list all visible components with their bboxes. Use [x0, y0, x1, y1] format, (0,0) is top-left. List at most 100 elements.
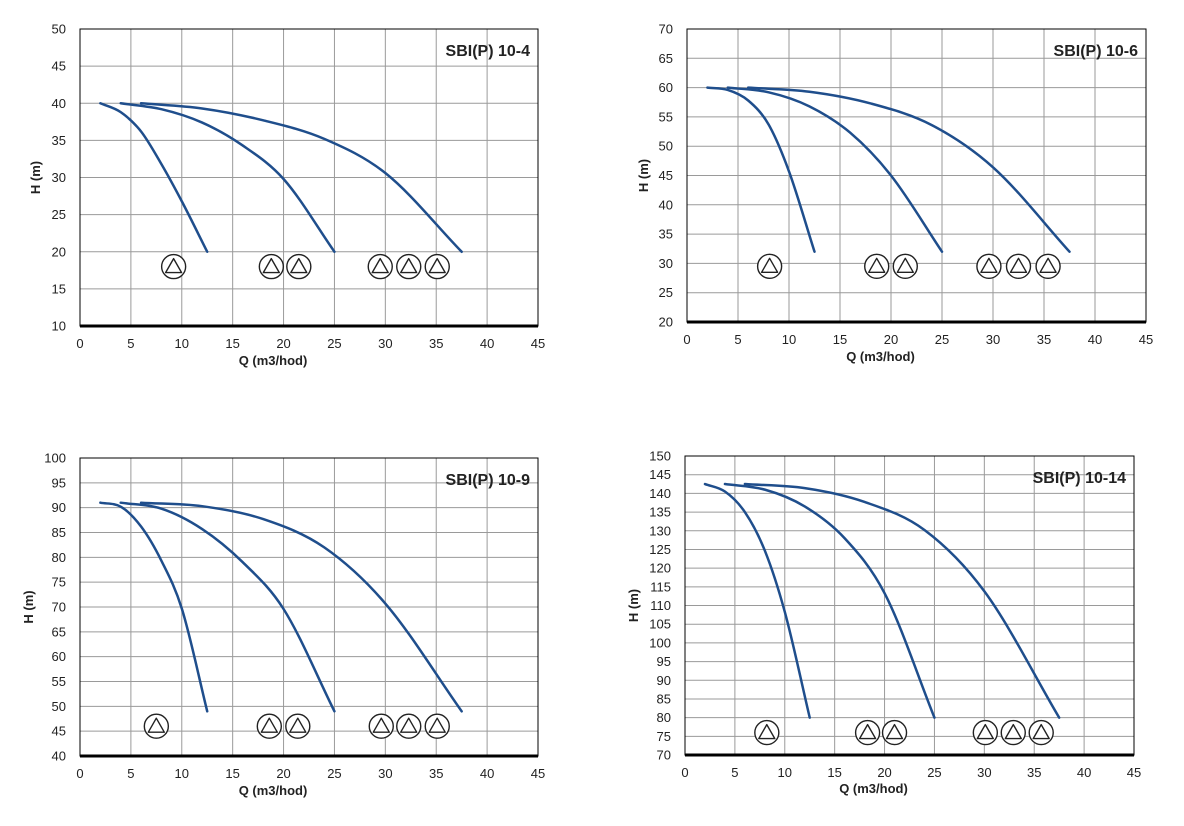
x-tick-label-45: 45	[1127, 765, 1141, 780]
curve-2-pumps	[723, 482, 936, 719]
pump-triangle-icon	[756, 253, 783, 280]
pump-triangle-icon	[972, 719, 999, 746]
y-tick-label-70: 70	[52, 600, 66, 615]
y-tick-label-75: 75	[52, 575, 66, 590]
y-tick-label-65: 65	[659, 51, 673, 66]
chart-title: SBI(P) 10-4	[446, 43, 531, 60]
pump-triangle-icon	[143, 713, 170, 739]
y-tick-label-40: 40	[52, 749, 66, 764]
curve-3-pumps	[139, 102, 463, 253]
pump-triangle	[858, 723, 877, 740]
pump-triangle-icon	[854, 719, 881, 746]
pump-triangle	[760, 257, 779, 273]
y-tick-label-85: 85	[52, 525, 66, 540]
x-tick-label-30: 30	[977, 765, 991, 780]
pump-triangle	[289, 717, 307, 733]
chart-title: SBI(P) 10-9	[446, 472, 531, 489]
pump-triangle-icon	[1000, 719, 1026, 746]
x-tick-label-35: 35	[1037, 332, 1051, 347]
x-tick-label-15: 15	[827, 765, 841, 780]
pump-triangle-icon	[881, 719, 908, 746]
y-tick-label-60: 60	[659, 80, 673, 95]
x-tick-label-15: 15	[833, 332, 847, 347]
x-tick-label-30: 30	[378, 336, 392, 351]
y-tick-label-25: 25	[659, 285, 673, 300]
y-tick-label-80: 80	[52, 550, 66, 565]
y-tick-label-115: 115	[650, 579, 671, 594]
y-tick-label-145: 145	[649, 467, 671, 482]
x-tick-label-5: 5	[734, 332, 741, 347]
y-tick-label-50: 50	[659, 139, 673, 154]
x-tick-label-40: 40	[480, 766, 494, 781]
pump-triangle-icon	[396, 713, 422, 739]
pump-triangle-icon	[976, 253, 1002, 280]
x-tick-label-45: 45	[531, 336, 545, 351]
pump-triangle	[371, 257, 389, 274]
y-axis-label: H (m)	[28, 161, 43, 194]
pump-triangle-icon	[286, 253, 312, 280]
x-tick-label-5: 5	[127, 336, 134, 351]
y-tick-label-30: 30	[52, 170, 66, 185]
x-tick-label-15: 15	[225, 336, 239, 351]
pump-triangle-icon	[285, 713, 311, 739]
pump-triangle-icon	[256, 713, 283, 739]
chart-sbip-10-9: 0 5 10 15 20 25 30 35 40 45 40 45 50 55 60 65 70 75 80 85 90…	[21, 451, 545, 799]
y-tick-label-40: 40	[52, 96, 66, 111]
y-tick-label-100: 100	[649, 635, 671, 650]
y-tick-label-140: 140	[649, 486, 671, 501]
curve-2-pumps	[726, 86, 944, 253]
y-tick-label-55: 55	[659, 109, 673, 124]
x-tick-label-45: 45	[1139, 332, 1153, 347]
x-tick-label-5: 5	[731, 765, 738, 780]
x-tick-label-25: 25	[327, 336, 341, 351]
x-tick-label-20: 20	[276, 766, 290, 781]
y-tick-label-90: 90	[52, 500, 66, 515]
curve-2-pumps	[119, 501, 336, 713]
pump-triangle-icon	[258, 253, 285, 280]
pump-triangle	[976, 723, 994, 740]
pump-triangle	[164, 257, 183, 274]
x-tick-label-0: 0	[683, 332, 690, 347]
y-tick-label-40: 40	[659, 197, 673, 212]
x-tick-label-35: 35	[429, 336, 443, 351]
pump-triangle-icon	[1005, 253, 1032, 280]
y-tick-label-125: 125	[649, 542, 671, 557]
x-tick-label-45: 45	[531, 766, 545, 781]
x-axis-label: Q (m3/hod)	[239, 353, 308, 368]
pump-triangle-icon	[424, 253, 450, 280]
pump-triangle	[400, 257, 418, 274]
y-tick-label-130: 130	[649, 523, 671, 538]
y-tick-label-85: 85	[657, 691, 671, 706]
pump-triangle-icon	[367, 253, 393, 280]
y-tick-label-75: 75	[657, 729, 671, 744]
chart-title: SBI(P) 10-14	[1033, 470, 1126, 487]
curve-3-pumps	[139, 501, 463, 713]
y-tick-label-110: 110	[650, 598, 671, 613]
pump-triangle	[758, 723, 776, 740]
curve-1-pump	[99, 501, 209, 713]
y-tick-label-105: 105	[649, 617, 671, 632]
x-tick-label-10: 10	[778, 765, 792, 780]
pump-triangle-icon	[754, 719, 780, 746]
pump-triangle	[1004, 723, 1022, 740]
x-tick-label-35: 35	[429, 766, 443, 781]
x-tick-label-30: 30	[986, 332, 1000, 347]
x-tick-label-25: 25	[927, 765, 941, 780]
pump-triangle-icon	[424, 713, 450, 739]
x-tick-label-0: 0	[76, 766, 83, 781]
pump-triangle	[260, 717, 278, 733]
curve-1-pump	[703, 482, 811, 719]
x-tick-label-0: 0	[76, 336, 83, 351]
y-tick-label-90: 90	[657, 673, 671, 688]
x-tick-label-5: 5	[127, 766, 134, 781]
y-tick-label-60: 60	[52, 649, 66, 664]
x-tick-label-0: 0	[681, 765, 688, 780]
y-tick-label-120: 120	[649, 561, 671, 576]
y-tick-label-35: 35	[659, 227, 673, 242]
pump-triangle	[428, 717, 446, 733]
y-tick-label-10: 10	[52, 319, 66, 334]
pump-triangle	[1009, 257, 1028, 273]
x-axis-label: Q (m3/hod)	[839, 781, 908, 796]
pump-triangle	[372, 717, 390, 733]
pump-triangle	[980, 257, 998, 273]
